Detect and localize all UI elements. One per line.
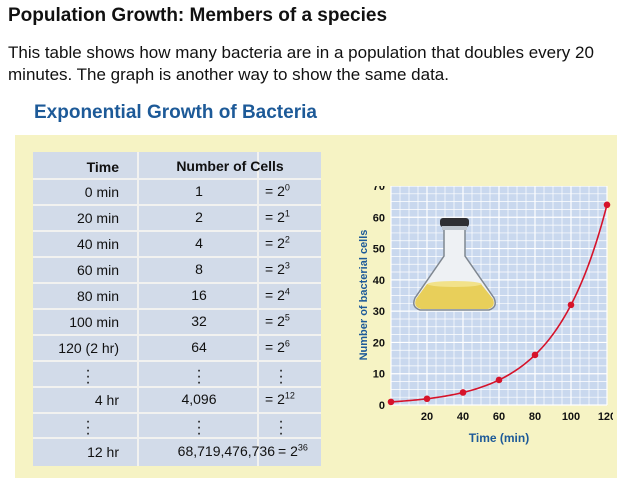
ellipsis-dots: · · ·	[196, 413, 202, 442]
x-tick-label: 40	[457, 411, 469, 423]
data-points	[387, 201, 611, 406]
cell-time: 120 (2 hr)	[58, 339, 119, 356]
cell-power: = 22	[265, 234, 290, 251]
cell-time: 12 hr	[87, 443, 119, 460]
y-tick-label: 30	[373, 306, 385, 318]
x-tick-label: 60	[493, 411, 505, 423]
cell-count: 16	[191, 287, 207, 303]
panel-title: Exponential Growth of Bacteria	[34, 102, 317, 123]
cell-time: 4 hr	[94, 391, 119, 408]
row-divider	[33, 178, 321, 180]
flask-illustration	[413, 218, 496, 311]
cell-time: 100 min	[69, 313, 119, 330]
ellipsis-dots: · · ·	[85, 362, 91, 391]
cell-count: 68,719,476,736	[177, 443, 275, 459]
cell-count: 64	[191, 339, 207, 355]
row-divider	[33, 282, 321, 284]
panel-header: Exponential Growth of Bacteria	[15, 94, 617, 135]
intro-text: This table shows how many bacteria are i…	[8, 43, 594, 84]
row-divider	[33, 230, 321, 232]
growth-chart: 0 10 20 30 40 50 60 70 20 40 60 80 100 120 Number of…	[358, 186, 613, 445]
cell-power: = 236	[278, 442, 308, 459]
cell-time: 80 min	[76, 287, 119, 304]
table-row: 40 min 4 = 22	[33, 231, 321, 256]
table-row: 4 hr 4,096 = 212	[33, 387, 321, 412]
cell-power: = 20	[265, 182, 290, 199]
growth-table: Time Number of Cells 0 min 1 = 20 20 min…	[33, 152, 321, 466]
row-divider	[33, 386, 321, 388]
row-divider	[33, 360, 321, 362]
y-tick-label: 70	[373, 186, 385, 193]
table-header-row: Time Number of Cells	[33, 154, 321, 179]
flask-liquid	[415, 284, 494, 309]
x-tick-label: 80	[529, 411, 541, 423]
y-tick-label: 20	[373, 337, 385, 349]
figure-panel: Exponential Growth of Bacteria Time Numb…	[15, 94, 617, 478]
table-row: 100 min 32 = 25	[33, 309, 321, 334]
data-point	[567, 301, 575, 309]
header-number-of-cells: Number of Cells	[176, 158, 284, 174]
cell-count: 4	[195, 235, 203, 251]
row-divider	[33, 437, 321, 439]
table-row: 20 min 2 = 21	[33, 205, 321, 230]
table-row: 80 min 16 = 24	[33, 283, 321, 308]
cell-time: 40 min	[76, 235, 119, 252]
x-tick-label: 100	[562, 411, 580, 423]
cell-time: 20 min	[76, 209, 119, 226]
x-axis-ticks: 20 40 60 80 100 120	[421, 411, 613, 423]
ellipsis-dots: · · ·	[196, 362, 202, 391]
cell-power: = 21	[265, 208, 290, 225]
ellipsis-dots: · · ·	[278, 362, 284, 391]
data-point	[603, 201, 611, 209]
y-axis-label: Number of bacterial cells	[358, 230, 370, 361]
header-time: Time	[86, 158, 119, 175]
x-tick-label: 120	[598, 411, 613, 423]
y-tick-label: 0	[379, 400, 385, 412]
cell-count: 2	[195, 209, 203, 225]
y-tick-label: 40	[373, 275, 385, 287]
data-point	[423, 395, 431, 403]
y-tick-label: 10	[373, 369, 385, 381]
x-axis-label: Time (min)	[469, 431, 529, 445]
flask-cap	[440, 218, 469, 227]
data-point	[531, 351, 539, 359]
y-axis-ticks: 0 10 20 30 40 50 60 70	[373, 186, 385, 412]
y-tick-label: 50	[373, 244, 385, 256]
row-divider	[33, 204, 321, 206]
row-divider	[33, 308, 321, 310]
table-row: 0 min 1 = 20	[33, 179, 321, 204]
cell-power: = 25	[265, 312, 290, 329]
ellipsis-dots: · · ·	[278, 413, 284, 442]
page-title: Population Growth: Members of a species	[8, 5, 388, 26]
cell-power: = 212	[265, 390, 295, 407]
cell-count: 1	[195, 183, 203, 199]
cell-power: = 26	[265, 338, 290, 355]
row-divider	[33, 256, 321, 258]
cell-count: 4,096	[181, 391, 217, 407]
table-row: 12 hr 68,719,476,736 = 236	[33, 439, 321, 464]
data-point	[495, 376, 503, 384]
table-row: 60 min 8 = 23	[33, 257, 321, 282]
x-tick-label: 20	[421, 411, 433, 423]
data-point	[387, 398, 395, 406]
cell-time: 60 min	[76, 261, 119, 278]
cell-count: 8	[195, 261, 203, 277]
cell-count: 32	[191, 313, 207, 329]
cell-power: = 23	[265, 260, 290, 277]
row-divider	[33, 412, 321, 414]
row-divider	[33, 334, 321, 336]
table-row: 120 (2 hr) 64 = 26	[33, 335, 321, 360]
cell-power: = 24	[265, 286, 290, 303]
y-tick-label: 60	[373, 212, 385, 224]
cell-time: 0 min	[84, 183, 119, 200]
data-point	[459, 389, 467, 396]
ellipsis-dots: · · ·	[85, 413, 91, 442]
